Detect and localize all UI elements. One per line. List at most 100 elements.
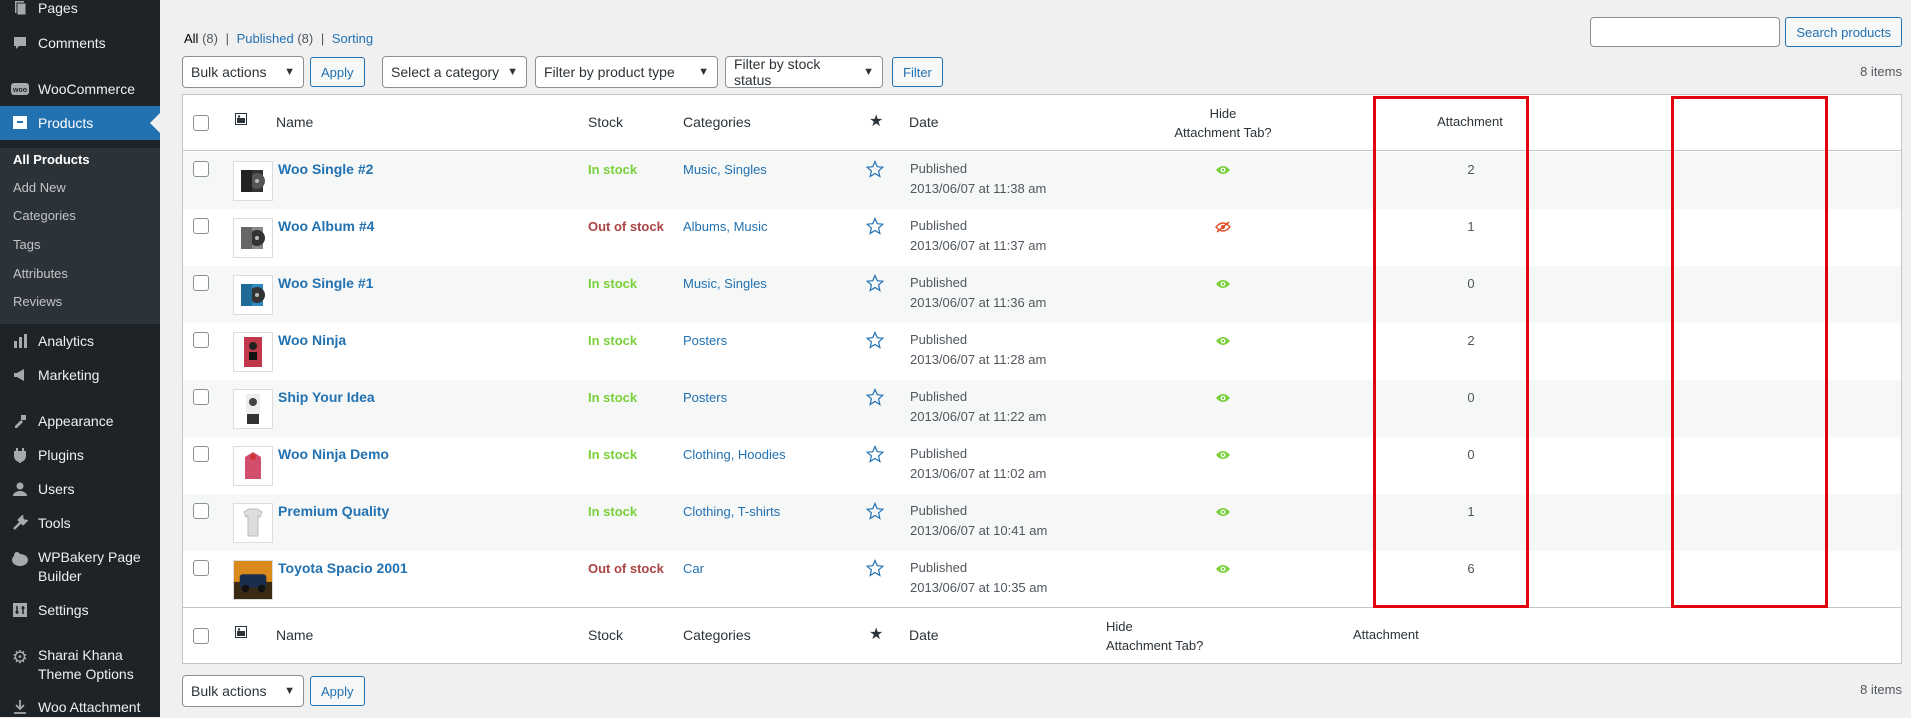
row-checkbox[interactable] [193,218,209,234]
menu-label: Tools [38,515,71,531]
publish-date: Published 2013/06/07 at 11:28 am [910,330,1046,370]
select-all-checkbox[interactable] [193,115,209,131]
row-checkbox[interactable] [193,161,209,177]
bulk-actions-select[interactable]: Bulk actions ▼ [182,56,304,88]
product-categories[interactable]: Music, Singles [683,276,767,291]
bulk-actions-value: Bulk actions [191,64,267,80]
product-categories[interactable]: Car [683,561,704,576]
eye-icon[interactable] [1215,163,1231,179]
featured-star-icon[interactable] [865,501,885,523]
menu-pages[interactable]: Pages [0,0,160,18]
product-name-link[interactable]: Woo Ninja Demo [278,446,389,462]
column-name[interactable]: Name [276,114,314,130]
featured-star-icon[interactable] [865,216,885,238]
submenu-all-products[interactable]: All Products [13,152,90,167]
menu-label: Pages [38,0,78,16]
product-thumbnail[interactable] [233,161,273,201]
column-date[interactable]: Date [909,627,939,643]
menu-products[interactable]: Products [0,106,160,140]
product-name-link[interactable]: Woo Album #4 [278,218,375,234]
product-name-link[interactable]: Woo Single #2 [278,161,374,177]
eye-icon[interactable] [1215,562,1231,578]
apply-button[interactable]: Apply [310,57,365,87]
menu-appearance[interactable]: Appearance [0,410,160,432]
product-thumbnail[interactable] [233,275,273,315]
menu-woo-attachment[interactable]: Woo Attachment [0,696,160,718]
menu-woocommerce[interactable]: woo WooCommerce [0,78,160,100]
view-sorting[interactable]: Sorting [331,31,374,46]
featured-star-icon[interactable] [865,444,885,466]
row-checkbox[interactable] [193,560,209,576]
search-input[interactable] [1590,17,1781,47]
product-type-select[interactable]: Filter by product type ▼ [535,56,718,88]
product-categories[interactable]: Posters [683,390,728,405]
view-all[interactable]: All [184,31,199,46]
product-name-link[interactable]: Woo Single #1 [278,275,374,291]
eye-icon[interactable] [1215,505,1231,521]
product-thumbnail[interactable] [233,218,273,258]
product-name-link[interactable]: Ship Your Idea [278,389,375,405]
eye-icon[interactable] [1215,277,1231,293]
column-stock: Stock [588,114,624,130]
product-categories[interactable]: Music, Singles [683,162,767,177]
attachment-count: 0 [1467,390,1475,405]
product-categories[interactable]: Albums, Music [683,219,768,234]
eye-icon[interactable] [1215,448,1231,464]
product-thumbnail[interactable] [233,503,273,543]
stock-status-select[interactable]: Filter by stock status ▼ [725,56,883,88]
apply-button-bottom[interactable]: Apply [310,676,365,706]
menu-wpbakery[interactable]: WPBakery Page Builder [0,547,160,587]
view-separator: | [225,31,229,46]
category-select[interactable]: Select a category ▼ [382,56,527,88]
featured-star-icon[interactable] [865,558,885,580]
product-categories[interactable]: Clothing, T-shirts [683,504,781,519]
svg-text:woo: woo [12,87,27,94]
bulk-actions-select-bottom[interactable]: Bulk actions ▼ [182,675,304,707]
column-date[interactable]: Date [909,114,939,130]
submenu-categories[interactable]: Categories [13,208,76,223]
menu-analytics[interactable]: Analytics [0,330,160,352]
menu-users[interactable]: Users [0,478,160,500]
featured-star-icon[interactable] [865,330,885,352]
menu-settings[interactable]: Settings [0,599,160,621]
product-name-link[interactable]: Toyota Spacio 2001 [278,560,408,576]
featured-star-icon[interactable] [865,159,885,181]
row-checkbox[interactable] [193,503,209,519]
menu-theme-options[interactable]: ⚙ Sharai Khana Theme Options [0,645,160,685]
filter-button[interactable]: Filter [892,57,943,87]
submenu-tags[interactable]: Tags [13,237,41,252]
featured-star-icon[interactable] [865,387,885,409]
product-name-link[interactable]: Premium Quality [278,503,390,519]
eye-slash-icon[interactable] [1215,220,1231,236]
row-checkbox[interactable] [193,332,209,348]
row-checkbox[interactable] [193,275,209,291]
eye-icon[interactable] [1215,334,1231,350]
select-all-checkbox[interactable] [193,628,209,644]
submenu-attributes[interactable]: Attributes [13,266,68,281]
menu-marketing[interactable]: Marketing [0,364,160,386]
row-checkbox[interactable] [193,446,209,462]
column-name[interactable]: Name [276,627,314,643]
product-name-link[interactable]: Woo Ninja [278,332,347,348]
menu-comments[interactable]: Comments [0,32,160,54]
submenu-reviews[interactable]: Reviews [13,294,63,309]
product-thumbnail[interactable] [233,332,273,372]
view-separator: | [320,31,325,46]
submenu-add-new[interactable]: Add New [13,180,66,195]
product-categories[interactable]: Clothing, Hoodies [683,447,786,462]
main-content: All (8) | Published (8) | Sorting Search… [160,0,1911,717]
eye-icon[interactable] [1215,391,1231,407]
row-checkbox[interactable] [193,389,209,405]
product-thumbnail[interactable] [233,560,273,600]
featured-star-icon[interactable]: ★ [869,626,884,643]
menu-plugins[interactable]: Plugins [0,444,160,466]
view-published[interactable]: Published [236,31,294,46]
table-row: Woo Ninja Demo In stock Clothing, Hoodies P… [183,437,1901,494]
featured-star-icon[interactable]: ★ [869,113,884,130]
product-thumbnail[interactable] [233,446,273,486]
menu-tools[interactable]: Tools [0,512,160,534]
product-thumbnail[interactable] [233,389,273,429]
featured-star-icon[interactable] [865,273,885,295]
product-categories[interactable]: Posters [683,333,728,348]
search-products-button[interactable]: Search products [1785,17,1902,47]
